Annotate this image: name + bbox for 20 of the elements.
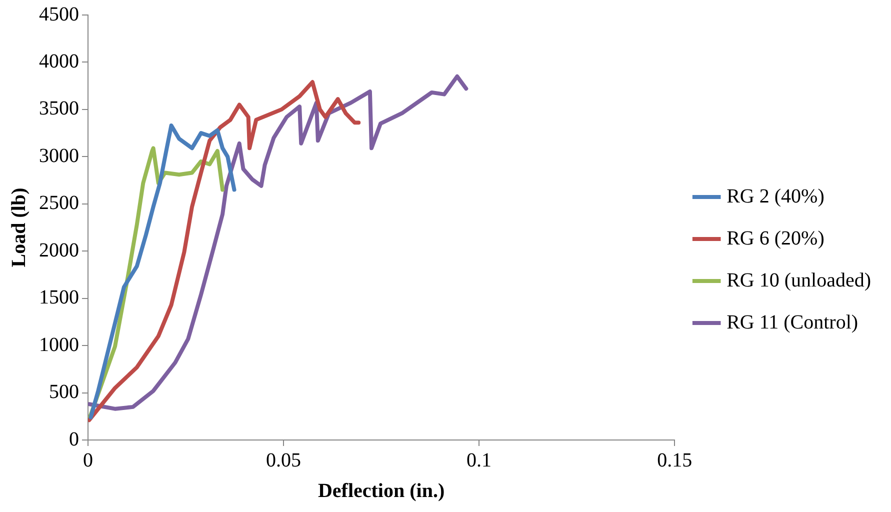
y-tick-label: 2000 <box>39 239 79 262</box>
legend-label: RG 2 (40%) <box>726 185 824 208</box>
y-tick-label: 4000 <box>39 50 79 72</box>
legend-label: RG 11 (Control) <box>726 311 858 334</box>
y-tick-label: 1500 <box>39 286 79 309</box>
y-tick-label: 1000 <box>39 334 79 356</box>
x-tick-label: 0.1 <box>466 449 492 472</box>
y-axis-title: Load (lb) <box>8 188 30 268</box>
legend-label: RG 6 (20%) <box>726 227 824 250</box>
legend-label: RG 10 (unloaded) <box>726 269 872 292</box>
y-tick-label: 3500 <box>39 98 79 120</box>
y-tick-label: 500 <box>49 381 79 404</box>
x-tick-label: 0.05 <box>266 449 302 472</box>
x-tick-label: 0.15 <box>657 449 692 472</box>
x-tick-label: 0 <box>83 449 93 472</box>
y-tick-label: 0 <box>69 428 79 450</box>
x-axis-title: Deflection (in.) <box>318 480 445 502</box>
y-tick-label: 2500 <box>39 192 79 214</box>
y-tick-label: 4500 <box>39 3 79 26</box>
y-tick-label: 3000 <box>39 144 79 167</box>
